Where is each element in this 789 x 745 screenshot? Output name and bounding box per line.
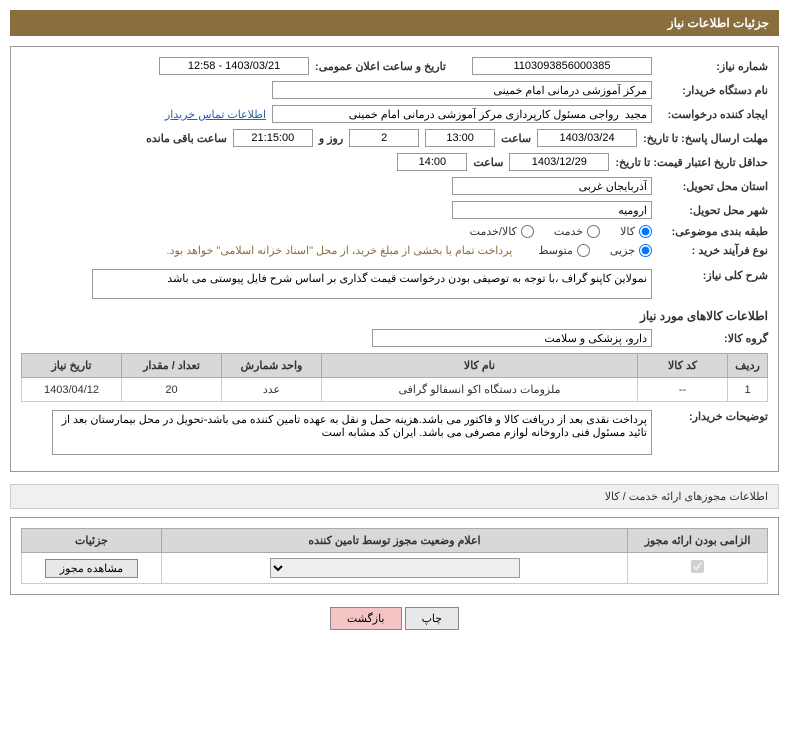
city-field[interactable]	[452, 201, 652, 219]
group-label: گروه کالا:	[658, 332, 768, 345]
buyer-contact-link[interactable]: اطلاعات تماس خریدار	[165, 108, 266, 121]
cell-name: ملزومات دستگاه اکو انسفالو گرافی	[322, 378, 638, 402]
print-button[interactable]: چاپ	[405, 607, 460, 630]
th-details: جزئیات	[22, 529, 162, 553]
deadline-label: مهلت ارسال پاسخ: تا تاریخ:	[643, 132, 768, 145]
back-button[interactable]: بازگشت	[330, 607, 402, 630]
th-name: نام کالا	[322, 354, 638, 378]
th-unit: واحد شمارش	[222, 354, 322, 378]
license-section: الزامی بودن ارائه مجوز اعلام وضعیت مجوز …	[10, 517, 779, 595]
proc-medium-label: متوسط	[538, 244, 573, 257]
th-qty: تعداد / مقدار	[122, 354, 222, 378]
license-row: مشاهده مجوز	[22, 553, 768, 584]
cat-service-label: خدمت	[554, 225, 583, 238]
province-label: استان محل تحویل:	[658, 180, 768, 193]
cell-qty: 20	[122, 378, 222, 402]
license-required-cell	[628, 553, 768, 584]
license-table: الزامی بودن ارائه مجوز اعلام وضعیت مجوز …	[21, 528, 768, 584]
th-row: ردیف	[728, 354, 768, 378]
requester-field[interactable]	[272, 105, 652, 123]
min-validity-date-field[interactable]	[509, 153, 609, 171]
days-field[interactable]	[349, 129, 419, 147]
min-validity-label: حداقل تاریخ اعتبار قیمت: تا تاریخ:	[615, 156, 768, 169]
pay-note: پرداخت تمام یا بخشی از مبلغ خرید، از محل…	[167, 244, 513, 257]
license-status-select[interactable]	[270, 558, 520, 578]
cat-goods-radio[interactable]	[639, 225, 652, 238]
table-row: 1 -- ملزومات دستگاه اکو انسفالو گرافی عد…	[22, 378, 768, 402]
category-radio-group: کالا خدمت کالا/خدمت	[470, 225, 652, 238]
city-label: شهر محل تحویل:	[658, 204, 768, 217]
announce-label: تاریخ و ساعت اعلان عمومی:	[315, 60, 446, 73]
buyer-notes-label: توضیحات خریدار:	[658, 410, 768, 423]
cell-date: 1403/04/12	[22, 378, 122, 402]
group-field[interactable]	[372, 329, 652, 347]
th-status: اعلام وضعیت مجوز توسط تامین کننده	[162, 529, 628, 553]
action-buttons: چاپ بازگشت	[10, 607, 779, 630]
process-radio-group: جزیی متوسط	[538, 244, 652, 257]
time-label-2: ساعت	[473, 156, 503, 169]
goods-info-title: اطلاعات کالاهای مورد نیاز	[21, 309, 768, 323]
requester-label: ایجاد کننده درخواست:	[658, 108, 768, 121]
desc-textarea[interactable]	[92, 269, 652, 299]
min-validity-time-field[interactable]	[397, 153, 467, 171]
th-code: کد کالا	[638, 354, 728, 378]
need-number-field[interactable]	[472, 57, 652, 75]
page-header: جزئیات اطلاعات نیاز	[10, 10, 779, 36]
proc-medium-radio[interactable]	[577, 244, 590, 257]
cat-service-radio[interactable]	[587, 225, 600, 238]
page-title: جزئیات اطلاعات نیاز	[668, 16, 769, 30]
cell-unit: عدد	[222, 378, 322, 402]
time-label-1: ساعت	[501, 132, 531, 145]
cell-code: --	[638, 378, 728, 402]
need-details-section: شماره نیاز: تاریخ و ساعت اعلان عمومی: نا…	[10, 46, 779, 472]
category-label: طبقه بندی موضوعی:	[658, 225, 768, 238]
goods-table: ردیف کد کالا نام کالا واحد شمارش تعداد /…	[21, 353, 768, 402]
license-required-checkbox	[691, 560, 704, 573]
proc-partial-radio[interactable]	[639, 244, 652, 257]
th-date: تاریخ نیاز	[22, 354, 122, 378]
cat-both-label: کالا/خدمت	[470, 225, 517, 238]
license-status-cell	[162, 553, 628, 584]
license-details-cell: مشاهده مجوز	[22, 553, 162, 584]
buyer-field[interactable]	[272, 81, 652, 99]
desc-label: شرح کلی نیاز:	[658, 269, 768, 282]
province-field[interactable]	[452, 177, 652, 195]
buyer-notes-textarea[interactable]	[52, 410, 652, 455]
buyer-label: نام دستگاه خریدار:	[658, 84, 768, 97]
process-label: نوع فرآیند خرید :	[658, 244, 768, 257]
deadline-time-field[interactable]	[425, 129, 495, 147]
license-section-header: اطلاعات مجوزهای ارائه خدمت / کالا	[10, 484, 779, 509]
announce-field[interactable]	[159, 57, 309, 75]
th-required: الزامی بودن ارائه مجوز	[628, 529, 768, 553]
cell-row: 1	[728, 378, 768, 402]
deadline-date-field[interactable]	[537, 129, 637, 147]
remaining-label: ساعت باقی مانده	[146, 132, 227, 145]
proc-partial-label: جزیی	[610, 244, 635, 257]
cat-goods-label: کالا	[620, 225, 635, 238]
view-license-button[interactable]: مشاهده مجوز	[45, 559, 138, 578]
need-number-label: شماره نیاز:	[658, 60, 768, 73]
remaining-time-field[interactable]	[233, 129, 313, 147]
days-label: روز و	[319, 132, 343, 145]
cat-both-radio[interactable]	[521, 225, 534, 238]
